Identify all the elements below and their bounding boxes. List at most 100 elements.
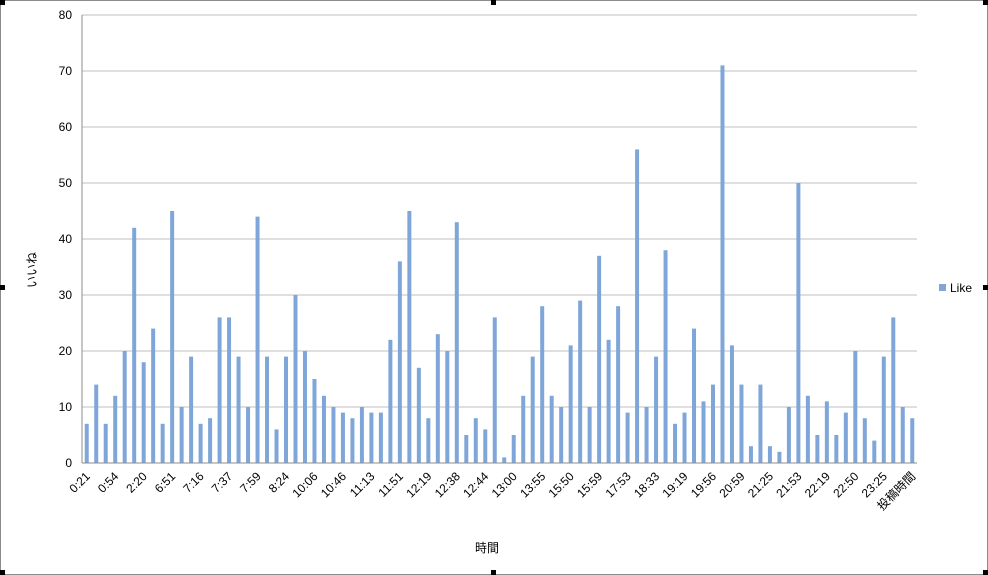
bar-like (692, 328, 697, 463)
y-tick-label: 60 (59, 120, 73, 134)
bar-like (265, 356, 270, 463)
y-tick-labels: 0 10 20 30 40 50 60 70 80 (59, 8, 73, 470)
bar-like (227, 317, 232, 463)
bar-like (663, 250, 668, 463)
bar-like (673, 423, 678, 463)
bar-like (293, 295, 298, 463)
bar-like (274, 429, 279, 463)
bar-like (587, 407, 592, 463)
bar-like (141, 362, 146, 463)
bar-like (255, 216, 260, 463)
x-tick-label: 6:51 (152, 469, 179, 496)
bar-like (388, 339, 393, 463)
y-tick-label: 0 (65, 456, 72, 470)
bar-like (407, 211, 412, 463)
bar-like (701, 401, 706, 463)
bar-like (132, 227, 137, 463)
resize-handle-top-center[interactable] (491, 0, 496, 5)
resize-handle-middle-left[interactable] (0, 285, 5, 290)
axes (81, 15, 917, 464)
x-tick-label: 0:54 (95, 469, 122, 496)
y-axis-title: いいね (25, 252, 39, 288)
bar-like (246, 407, 251, 463)
bar-like (616, 306, 621, 463)
bar-like (103, 423, 108, 463)
bar-like (748, 446, 753, 463)
x-tick-label: 7:59 (237, 469, 264, 496)
y-tick-label: 40 (59, 232, 73, 246)
bar-like (208, 418, 213, 463)
resize-handle-bottom-left[interactable] (0, 570, 5, 575)
x-tick-label: 19:19 (660, 469, 691, 500)
x-tick-label: 22:19 (802, 469, 833, 500)
bar-like (597, 255, 602, 463)
bar-like (492, 317, 497, 463)
bar-like (122, 351, 127, 463)
bar-like (284, 356, 289, 463)
bar-like (815, 435, 820, 463)
x-tick-label: 22:50 (830, 469, 861, 500)
bar-like (94, 384, 99, 463)
bar-like (359, 407, 364, 463)
bar-like (483, 429, 488, 463)
legend-label-like: Like (950, 281, 972, 295)
bar-like (454, 222, 459, 463)
x-tick-label: 21:53 (773, 469, 804, 500)
x-tick-label: 2:20 (123, 469, 150, 496)
y-tick-label: 70 (59, 64, 73, 78)
bar-like (378, 412, 383, 463)
y-tick-label: 80 (59, 8, 73, 22)
x-tick-label: 7:37 (209, 469, 236, 496)
y-tick-label: 50 (59, 176, 73, 190)
bar-like (682, 412, 687, 463)
x-tick-labels: 0:21 0:54 2:20 6:51 7:16 7:37 7:59 8:2410:0610:… (66, 469, 918, 514)
x-tick-label: 8:24 (266, 469, 293, 496)
bar-like (767, 446, 772, 463)
x-tick-label: 10:06 (289, 469, 320, 500)
x-tick-label: 15:50 (546, 469, 577, 500)
bar-like (729, 345, 734, 463)
bar-like (796, 183, 801, 463)
y-tick-label: 30 (59, 288, 73, 302)
x-tick-label: 12:44 (460, 469, 491, 500)
resize-handle-bottom-center[interactable] (491, 570, 496, 575)
x-tick-label: 17:53 (603, 469, 634, 500)
bar-like (739, 384, 744, 463)
bar-like (853, 351, 858, 463)
bar-like (843, 412, 848, 463)
bar-like (416, 367, 421, 463)
bar-like (635, 149, 640, 463)
x-tick-label: 11:13 (347, 469, 378, 500)
x-tick-label: 11:51 (375, 469, 406, 500)
resize-handle-top-left[interactable] (0, 0, 5, 5)
bar-like (824, 401, 829, 463)
bar-like (302, 351, 307, 463)
bar-like (397, 261, 402, 463)
bar-like (900, 407, 905, 463)
resize-handle-middle-right[interactable] (983, 285, 988, 290)
bar-like (568, 345, 573, 463)
bar-like (777, 451, 782, 463)
y-tick-label: 10 (59, 400, 73, 414)
bar-like (654, 356, 659, 463)
bar-like (369, 412, 374, 463)
x-tick-label: 18:33 (631, 469, 662, 500)
x-tick-label: 21:25 (745, 469, 776, 500)
resize-handle-bottom-right[interactable] (983, 570, 988, 575)
bar-like (881, 356, 886, 463)
bar-like (578, 300, 583, 463)
bar-like (549, 395, 554, 463)
bar-like (189, 356, 194, 463)
bar-like (426, 418, 431, 463)
bar-like (786, 407, 791, 463)
x-tick-label: 12:38 (432, 469, 463, 500)
bar-like (464, 435, 469, 463)
bar-like (862, 418, 867, 463)
bar-like (198, 423, 203, 463)
bar-like (511, 435, 516, 463)
resize-handle-top-right[interactable] (983, 0, 988, 5)
bar-like (891, 317, 896, 463)
x-axis-title: 時間 (475, 541, 499, 555)
legend-swatch-like (939, 284, 946, 291)
